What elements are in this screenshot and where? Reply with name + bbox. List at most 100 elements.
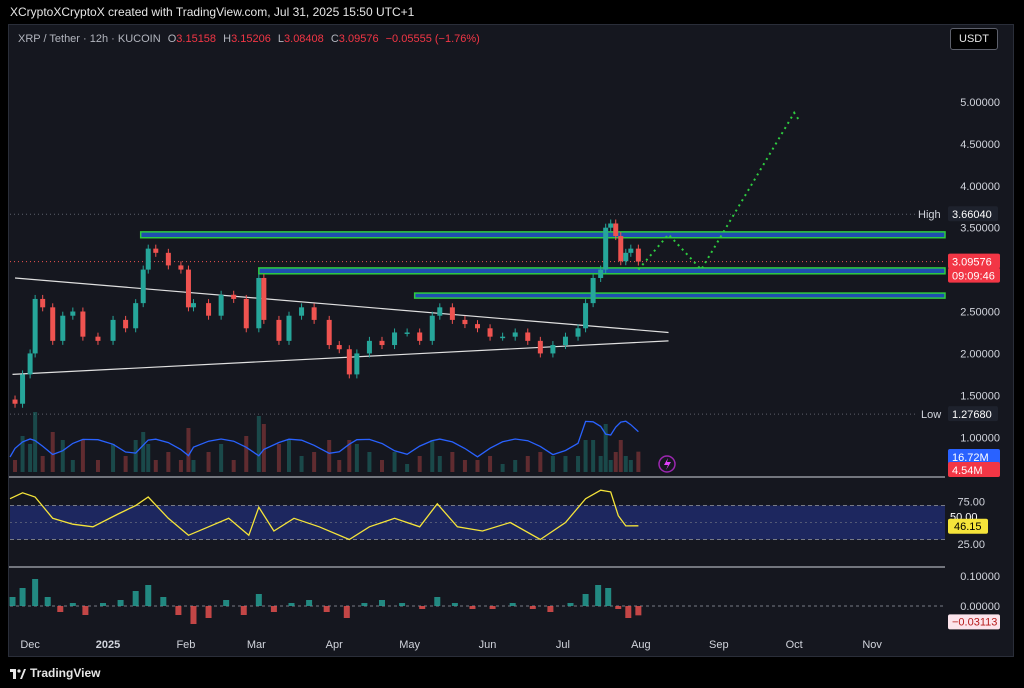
price-candle: [613, 223, 619, 237]
price-candle: [537, 340, 543, 354]
price-candle: [95, 336, 101, 341]
time-axis-tick: Apr: [326, 639, 343, 651]
countdown-tag: 09:09:46: [952, 271, 995, 283]
price-candle: [500, 336, 506, 339]
close-label: C: [330, 33, 339, 45]
macd-value-tag-bg: [948, 614, 1000, 630]
macd-bar: [306, 600, 313, 606]
tradingview-logo-icon: [10, 668, 26, 679]
price-candle: [311, 307, 317, 320]
time-axis-tick: Nov: [862, 639, 882, 651]
rsi-value-tag-bg: [948, 518, 988, 534]
macd-bar: [240, 606, 247, 615]
time-axis-tick: Feb: [176, 639, 195, 651]
rsi-axis-tick: 25.00: [957, 539, 985, 551]
price-candle: [286, 315, 292, 341]
volume-bar: [256, 416, 261, 472]
volume-bar: [178, 460, 183, 472]
volume-bar: [231, 460, 236, 472]
price-candle: [512, 332, 518, 337]
macd-axis-tick: 0.00000: [960, 601, 1000, 613]
change-value: −0.05555 (−1.76%): [385, 33, 480, 45]
time-axis-tick: Sep: [709, 639, 729, 651]
currency-button[interactable]: USDT: [950, 28, 998, 50]
price-axis-tick: 1.00000: [960, 432, 1000, 444]
volume-bar: [337, 460, 342, 472]
rsi-value-tag: 46.15: [954, 521, 982, 533]
close-value: 3.09576: [338, 33, 379, 45]
chart-area[interactable]: [8, 24, 1014, 657]
high-value: 3.15206: [231, 33, 271, 45]
triangle-trendline: [14, 277, 669, 334]
low-price-tag-bg: [948, 406, 998, 422]
time-axis-tick: Jun: [479, 639, 497, 651]
volume-bar: [191, 460, 196, 472]
volume-value-tag: 16.72M: [952, 452, 989, 464]
price-candle: [178, 265, 184, 270]
macd-bar: [145, 585, 152, 606]
macd-bar: [509, 603, 516, 606]
rsi-axis-tick: 75.00: [957, 496, 985, 508]
volume-bar: [70, 460, 75, 472]
macd-bar: [582, 594, 589, 606]
macd-bar: [255, 594, 262, 606]
triangle-trendline: [12, 340, 669, 375]
volume-bar: [576, 456, 581, 472]
price-candle: [185, 269, 191, 308]
volume-bar: [608, 460, 613, 472]
price-candle: [153, 248, 159, 253]
time-axis-tick: Jul: [556, 639, 570, 651]
macd-bar: [529, 606, 536, 609]
volume-bar: [525, 456, 530, 472]
volume-bar: [550, 456, 555, 472]
price-candle: [379, 340, 385, 346]
macd-bar: [343, 606, 350, 618]
macd-bar: [547, 606, 554, 612]
volume-bar: [628, 460, 633, 472]
volume-bar: [286, 440, 291, 472]
price-candle: [366, 340, 372, 354]
price-candle: [336, 345, 342, 350]
volume-bar: [33, 412, 38, 472]
macd-bar: [57, 606, 64, 612]
time-axis-tick: 2025: [96, 639, 120, 651]
resistance-zone: [139, 231, 946, 239]
price-candle: [206, 303, 212, 316]
volume-bar: [219, 444, 224, 472]
price-candle: [140, 269, 146, 304]
volume-bar: [347, 440, 352, 472]
alert-bolt-shape: [664, 458, 671, 470]
price-axis-tick: 5.00000: [960, 97, 1000, 109]
volume-bar: [13, 460, 18, 472]
macd-bar: [451, 603, 458, 606]
price-candle: [590, 277, 596, 304]
volume-bar: [111, 444, 116, 472]
macd-bar: [132, 591, 139, 606]
time-axis-tick: Oct: [786, 639, 803, 651]
volume-ma-line: [9, 420, 639, 458]
macd-bar: [270, 606, 277, 612]
last-price-tag-bg: [948, 253, 1000, 269]
price-candle: [70, 311, 76, 316]
low-label: L: [277, 33, 285, 45]
price-candle: [326, 319, 332, 346]
rsi-line: [9, 489, 639, 541]
volume-bar: [80, 440, 85, 472]
price-candle: [110, 319, 116, 341]
volume-bar: [367, 452, 372, 472]
price-candle: [575, 328, 581, 337]
price-axis-tick: 1.50000: [960, 390, 1000, 402]
volume-bar: [123, 456, 128, 472]
volume-bar: [276, 444, 281, 472]
symbol-label[interactable]: XRP / Tether · 12h · KUCOIN: [18, 33, 161, 45]
macd-bar: [19, 588, 26, 606]
volume-bar: [513, 460, 518, 472]
resistance-zone: [413, 292, 946, 299]
brand-footer[interactable]: TradingView: [10, 666, 100, 680]
volume-bar: [500, 464, 505, 472]
price-candle: [598, 269, 604, 278]
volume-bar: [618, 440, 623, 472]
open-value: 3.15158: [176, 33, 217, 45]
macd-bar: [605, 588, 612, 606]
